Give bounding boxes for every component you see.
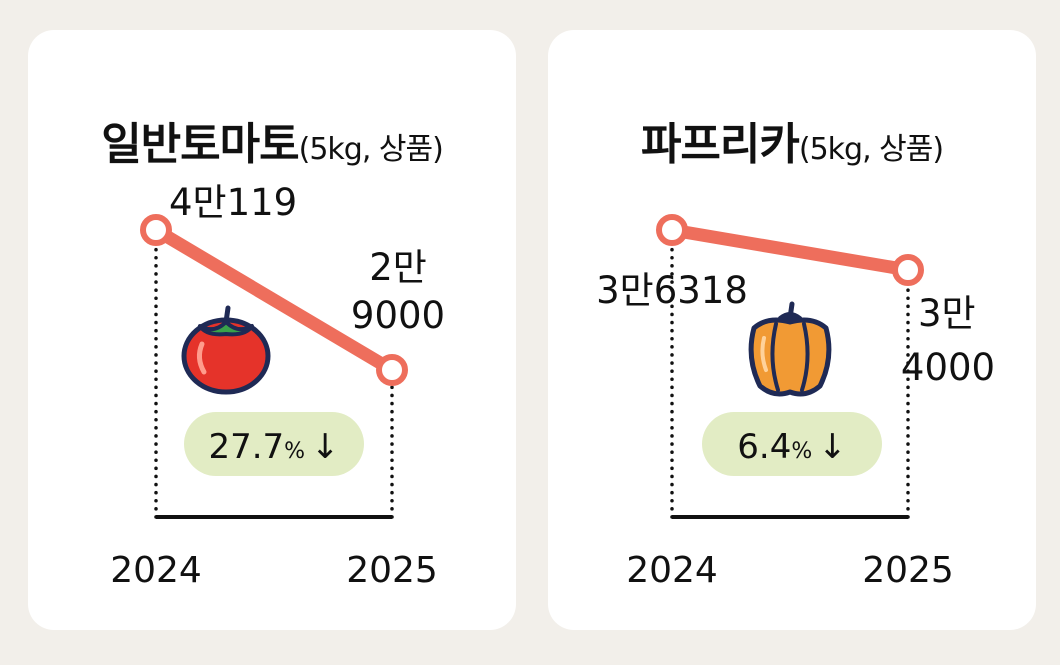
chart-title-sub: (5kg, 상품)	[298, 132, 444, 167]
value-label-2024: 4만119	[169, 181, 297, 224]
value-label-2025-line1: 2만	[369, 246, 427, 289]
x-tick-2025: 2025	[862, 550, 954, 591]
series-line	[665, 223, 915, 277]
svg-text:6.4%↓: 6.4% ↓	[737, 427, 846, 467]
change-arrow: ↓	[311, 427, 340, 467]
data-point-2024	[140, 214, 172, 246]
value-label-2025-line1: 3만	[918, 292, 976, 335]
change-unit: %	[791, 439, 812, 464]
chart-title-main: 일반토마토	[101, 119, 299, 170]
value-label-2025-line2: 4000	[901, 346, 995, 389]
line-chart-paprika: 3만6318 3만 4000 6.4% ↓ 2024 2025	[596, 214, 995, 591]
change-unit: %	[284, 439, 305, 464]
value-label-2025-line2: 9000	[351, 294, 445, 337]
change-value: 6.4	[737, 427, 791, 467]
change-badge: 6.4% ↓	[702, 412, 882, 476]
x-tick-2024: 2024	[626, 550, 718, 591]
x-tick-2024: 2024	[110, 550, 202, 591]
chart-title-main: 파프리카	[640, 119, 800, 170]
chart-title: 일반토마토(5kg, 상품)	[28, 108, 516, 172]
chart-card-paprika: 파프리카(5kg, 상품) 3만6318 3만 4000 6.4% ↓ 2024	[548, 30, 1036, 630]
data-point-2025	[376, 354, 408, 386]
value-label-2024: 3만6318	[596, 269, 748, 312]
tomato-icon	[181, 305, 271, 395]
chart-title-sub: (5kg, 상품)	[798, 132, 944, 167]
change-badge: 27.7% ↓	[184, 412, 364, 476]
svg-text:27.7%↓: 27.7% ↓	[208, 427, 339, 467]
chart-title: 파프리카(5kg, 상품)	[548, 108, 1036, 172]
x-tick-2025: 2025	[346, 550, 438, 591]
chart-card-tomato: 일반토마토(5kg, 상품) 4만119 2만 9000 27.7% ↓ 2024…	[28, 30, 516, 630]
line-chart-tomato: 4만119 2만 9000 27.7% ↓ 2024 2025	[110, 181, 445, 591]
series-line	[149, 223, 399, 377]
data-point-2025	[892, 254, 924, 286]
data-point-2024	[656, 214, 688, 246]
change-arrow: ↓	[818, 427, 847, 467]
paprika-icon	[748, 301, 832, 397]
change-value: 27.7	[208, 427, 284, 467]
